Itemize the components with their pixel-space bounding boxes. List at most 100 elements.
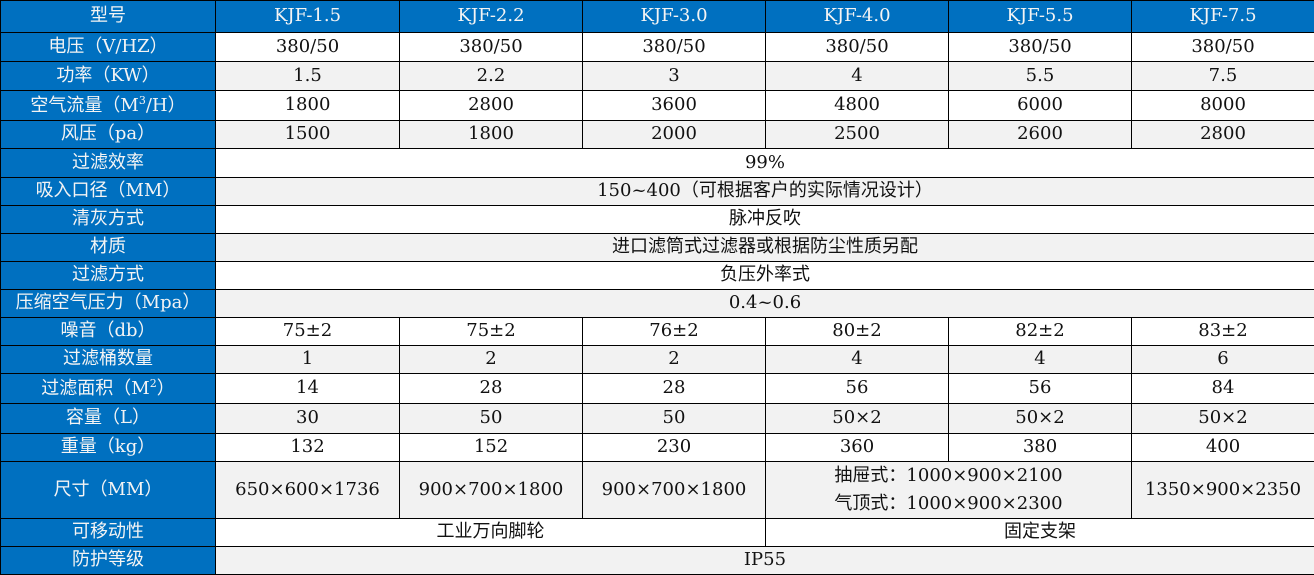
cell: 28 xyxy=(583,374,766,404)
row-cleaning: 清灰方式 脉冲反吹 xyxy=(1,206,1314,234)
cell: 900×700×1800 xyxy=(583,462,766,519)
cell: 进口滤筒式过滤器或根据防尘性质另配 xyxy=(216,234,1314,262)
model-header: KJF-1.5 xyxy=(216,1,400,33)
label-sup: 2 xyxy=(150,377,157,390)
cell: 30 xyxy=(216,404,400,434)
cell: 380/50 xyxy=(216,33,400,62)
cell: 360 xyxy=(766,434,949,462)
cell: 2800 xyxy=(1132,121,1314,149)
row-label: 防护等级 xyxy=(1,547,216,575)
row-compressed-air: 压缩空气压力（Mpa） 0.4~0.6 xyxy=(1,290,1314,318)
cell: 380/50 xyxy=(1132,33,1314,62)
row-material: 材质 进口滤筒式过滤器或根据防尘性质另配 xyxy=(1,234,1314,262)
cell: 76±2 xyxy=(583,318,766,346)
cell: 150~400（可根据客户的实际情况设计） xyxy=(216,178,1314,206)
size-drawer: 抽屉式：1000×900×2100 xyxy=(766,462,1131,490)
cell: 负压外率式 xyxy=(216,262,1314,290)
size-air-top: 气顶式：1000×900×2300 xyxy=(766,490,1131,518)
row-label: 材质 xyxy=(1,234,216,262)
cell: 4800 xyxy=(766,91,949,121)
cell: 380 xyxy=(949,434,1132,462)
label-sup: 3 xyxy=(139,94,146,107)
cell: 固定支架 xyxy=(766,519,1314,547)
cell: 75±2 xyxy=(400,318,583,346)
cell: 152 xyxy=(400,434,583,462)
cell: 230 xyxy=(583,434,766,462)
model-header: KJF-5.5 xyxy=(949,1,1132,33)
cell: 83±2 xyxy=(1132,318,1314,346)
row-efficiency: 过滤效率 99% xyxy=(1,149,1314,178)
model-header: KJF-7.5 xyxy=(1132,1,1314,33)
row-protection: 防护等级 IP55 xyxy=(1,547,1314,575)
cell: 56 xyxy=(949,374,1132,404)
cell: 1.5 xyxy=(216,62,400,91)
cell: 400 xyxy=(1132,434,1314,462)
row-label: 过滤面积（M2） xyxy=(1,374,216,404)
row-inlet: 吸入口径（MM） 150~400（可根据客户的实际情况设计） xyxy=(1,178,1314,206)
model-header: KJF-4.0 xyxy=(766,1,949,33)
cell: 3 xyxy=(583,62,766,91)
cell: 6000 xyxy=(949,91,1132,121)
cell: 1500 xyxy=(216,121,400,149)
cell: 99% xyxy=(216,149,1314,178)
cell: 650×600×1736 xyxy=(216,462,400,519)
row-label: 过滤桶数量 xyxy=(1,346,216,374)
cell: 50×2 xyxy=(949,404,1132,434)
cell: 14 xyxy=(216,374,400,404)
cell: 28 xyxy=(400,374,583,404)
cell: 80±2 xyxy=(766,318,949,346)
cell: 56 xyxy=(766,374,949,404)
row-label: 噪音（db） xyxy=(1,318,216,346)
row-size: 尺寸（MM） 650×600×1736 900×700×1800 900×700… xyxy=(1,462,1314,519)
cell: 1800 xyxy=(400,121,583,149)
model-header: KJF-2.2 xyxy=(400,1,583,33)
row-label: 风压（pa） xyxy=(1,121,216,149)
cell: 82±2 xyxy=(949,318,1132,346)
cell: 84 xyxy=(1132,374,1314,404)
cell: 1350×900×2350 xyxy=(1132,462,1314,519)
cell: 2 xyxy=(583,346,766,374)
cell: 75±2 xyxy=(216,318,400,346)
cell: 2500 xyxy=(766,121,949,149)
row-label: 电压（V/HZ） xyxy=(1,33,216,62)
row-filter-mode: 过滤方式 负压外率式 xyxy=(1,262,1314,290)
cell: 3600 xyxy=(583,91,766,121)
cell: 5.5 xyxy=(949,62,1132,91)
cell: 380/50 xyxy=(400,33,583,62)
row-mobility: 可移动性 工业万向脚轮 固定支架 xyxy=(1,519,1314,547)
cell: 1 xyxy=(216,346,400,374)
row-label: 重量（kg） xyxy=(1,434,216,462)
row-label: 可移动性 xyxy=(1,519,216,547)
cell: 8000 xyxy=(1132,91,1314,121)
cell: 380/50 xyxy=(766,33,949,62)
cell: 2600 xyxy=(949,121,1132,149)
row-label: 过滤效率 xyxy=(1,149,216,178)
row-label: 压缩空气压力（Mpa） xyxy=(1,290,216,318)
cell: 4 xyxy=(766,346,949,374)
cell: 50 xyxy=(583,404,766,434)
label-text: 过滤面积（M xyxy=(41,378,149,399)
cell: 6 xyxy=(1132,346,1314,374)
row-label: 过滤方式 xyxy=(1,262,216,290)
model-header: KJF-3.0 xyxy=(583,1,766,33)
cell: 1800 xyxy=(216,91,400,121)
label-text: /H） xyxy=(146,95,186,116)
label-text: ） xyxy=(157,378,175,399)
row-label: 功率（KW） xyxy=(1,62,216,91)
cell: 0.4~0.6 xyxy=(216,290,1314,318)
row-label: 空气流量（M3/H） xyxy=(1,91,216,121)
cell: 900×700×1800 xyxy=(400,462,583,519)
row-label: 尺寸（MM） xyxy=(1,462,216,519)
cell: 50×2 xyxy=(766,404,949,434)
label-text: 空气流量（M xyxy=(30,95,138,116)
